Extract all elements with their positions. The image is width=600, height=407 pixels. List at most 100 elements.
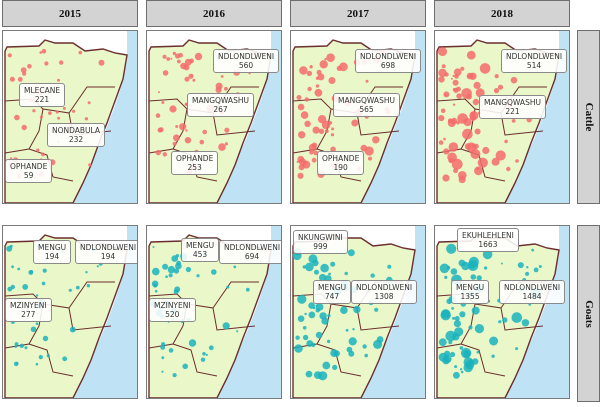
density-dot — [161, 342, 166, 347]
density-dot — [473, 143, 479, 149]
ward-name: OPHANDE — [176, 154, 214, 163]
map-panel-goats-2018: EKUHLEHLENI 1663 MENGU 1355 NDLONDLWENI 1484 — [434, 225, 570, 399]
density-dot — [531, 248, 535, 252]
density-dot — [467, 75, 470, 78]
density-dot — [324, 58, 327, 61]
density-dot — [477, 157, 488, 168]
density-dot — [297, 294, 307, 304]
year-header-2017: 2017 — [290, 0, 426, 27]
density-dot — [368, 156, 372, 161]
ward-boundary — [212, 281, 259, 309]
density-dot — [87, 101, 91, 105]
density-dot — [347, 249, 355, 257]
density-dot — [165, 275, 168, 278]
density-dot — [521, 319, 530, 327]
density-dot — [236, 330, 239, 333]
density-dot — [304, 120, 311, 128]
density-dot — [448, 157, 454, 164]
density-dot — [345, 328, 349, 332]
density-dot — [474, 166, 483, 176]
density-dot — [510, 76, 518, 84]
ward-callout: MENGU 1355 — [451, 280, 490, 304]
ward-boundary — [68, 281, 115, 309]
density-dot — [172, 141, 177, 146]
density-dot — [469, 72, 477, 80]
density-dot — [462, 128, 473, 140]
ward-callout: NKUNGWINI 999 — [293, 230, 348, 254]
density-dot — [24, 346, 28, 350]
map-panel-cattle-2015: MLECANE 221 NONDABULA 232 OPHANDE 59 — [2, 30, 138, 204]
density-dot — [506, 166, 511, 172]
density-dot — [452, 316, 455, 320]
density-dot — [173, 289, 179, 295]
density-dot — [315, 84, 320, 88]
ward-name: NDLONDLWENI — [80, 243, 137, 252]
density-dot — [297, 103, 305, 111]
density-dot — [233, 265, 237, 269]
ward-count: 190 — [333, 163, 348, 172]
density-dot — [55, 110, 59, 114]
ward-name: MANGQWASHU — [192, 96, 249, 105]
density-dot — [459, 368, 463, 371]
density-dot — [330, 261, 336, 267]
ward-callout: MENGU 747 — [313, 280, 352, 304]
ward-count: 194 — [44, 252, 60, 261]
density-dot — [515, 159, 519, 163]
density-dot — [438, 115, 445, 122]
density-dot — [211, 269, 217, 275]
density-dot — [98, 59, 105, 66]
ward-boundary — [186, 303, 256, 331]
map-panel-goats-2017: NKUNGWINI 999 MENGU 747 NDLONDLWENI 1308 — [290, 225, 426, 399]
ward-count: 999 — [313, 242, 328, 251]
density-dot — [17, 267, 21, 271]
ward-callout: EKUHLEHLENI 1663 — [457, 228, 519, 252]
ward-count: 253 — [187, 163, 202, 172]
ward-count: 565 — [359, 105, 374, 114]
density-dot — [438, 338, 447, 347]
ward-boundary — [28, 343, 74, 377]
density-dot — [470, 274, 477, 280]
ward-name: MENGU — [318, 283, 347, 292]
density-dot — [387, 264, 392, 269]
density-dot — [295, 335, 300, 340]
density-dot — [352, 328, 355, 331]
density-dot — [154, 289, 158, 293]
density-dot — [491, 157, 500, 166]
ward-name: MZINYENI — [10, 301, 47, 310]
density-dot — [364, 146, 374, 156]
ward-name: NKUNGWINI — [298, 233, 343, 242]
density-dot — [482, 146, 490, 155]
density-dot — [84, 117, 89, 121]
sea-area — [357, 31, 425, 203]
density-dot — [526, 266, 529, 269]
ward-name: NONDABULA — [52, 126, 101, 135]
density-dot — [86, 284, 91, 288]
density-dot — [340, 306, 348, 314]
density-dot — [16, 362, 19, 365]
ward-count: 514 — [526, 61, 542, 70]
ward-boundary — [42, 303, 112, 331]
density-dot — [36, 148, 40, 152]
density-dot — [184, 76, 190, 82]
density-dot — [306, 340, 314, 347]
density-dot — [27, 64, 32, 69]
density-dot — [504, 139, 508, 144]
density-dot — [304, 312, 307, 316]
density-dot — [482, 249, 493, 260]
density-dot — [297, 155, 305, 163]
density-dot — [44, 61, 49, 66]
ward-name: NDLONDLWENI — [504, 283, 561, 292]
density-dot — [166, 57, 171, 61]
density-dot — [495, 150, 506, 161]
ward-name: MENGU — [456, 283, 485, 292]
density-dot — [333, 350, 340, 357]
density-dot — [299, 66, 308, 75]
density-dot — [312, 306, 316, 310]
density-dot — [452, 79, 459, 86]
density-dot — [302, 326, 307, 330]
density-dot — [226, 285, 230, 289]
density-dot — [41, 152, 45, 157]
ward-callout: MANGQWASHU 267 — [187, 93, 254, 117]
ward-name: MANGQWASHU — [338, 96, 395, 105]
density-dot — [224, 127, 230, 133]
